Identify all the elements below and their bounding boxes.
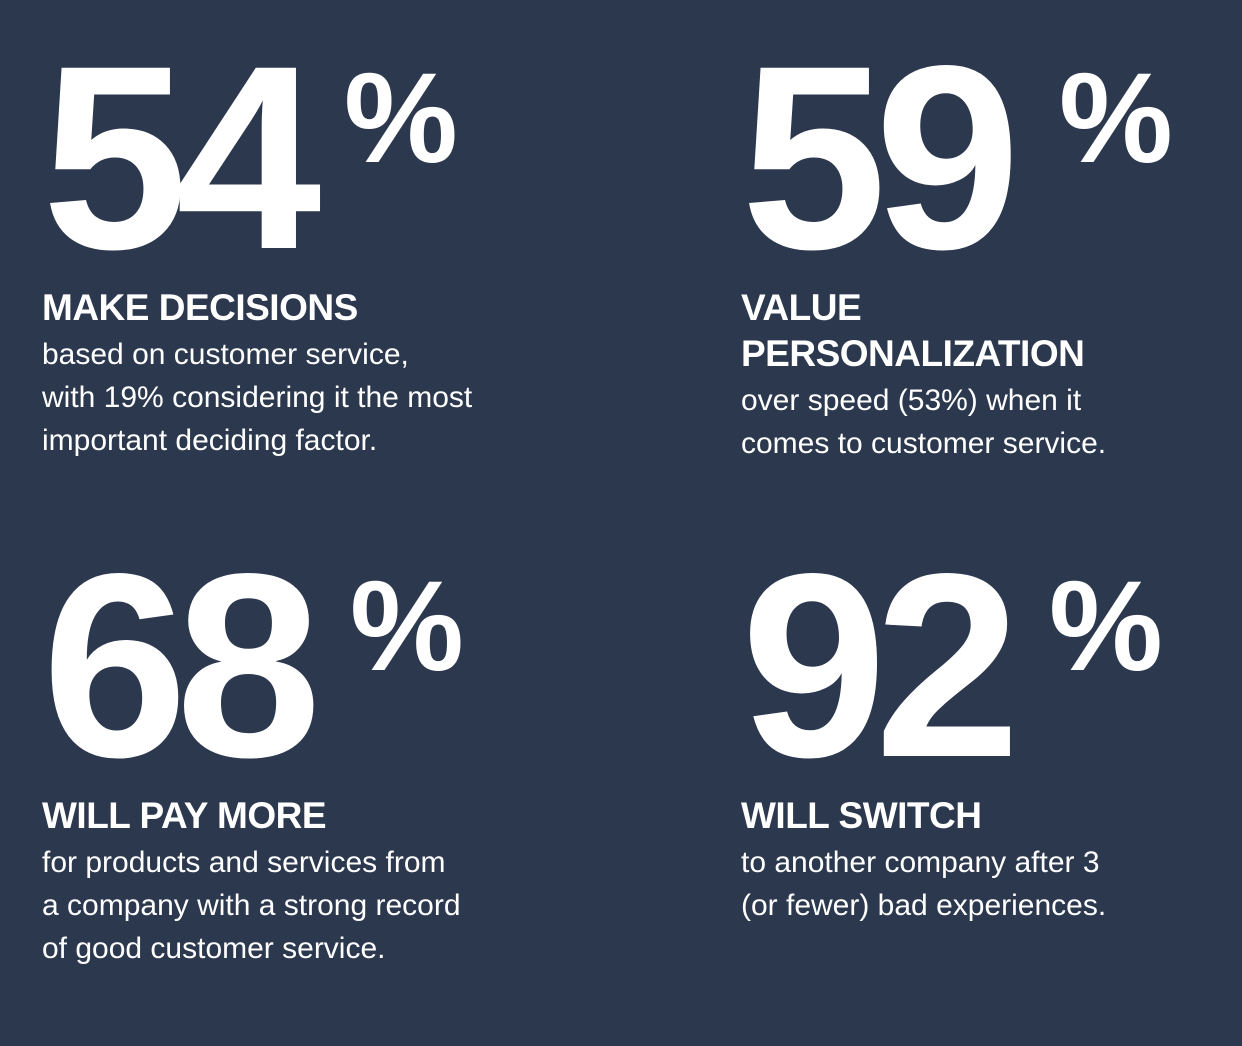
stat-block-value-personalization: 59 % VALUE PERSONALIZATION over speed (5…	[741, 27, 1242, 465]
stat-headline: VALUE PERSONALIZATION	[741, 285, 1242, 377]
stat-block-make-decisions: 54 % MAKE DECISIONS based on customer se…	[42, 27, 562, 462]
stat-number: 92	[741, 519, 1020, 812]
description-line: for products and services from	[42, 846, 446, 879]
description-line: to another company after 3	[741, 846, 1100, 879]
percent-sign: %	[350, 555, 464, 698]
description-line: a company with a strong record	[42, 889, 461, 922]
stat-headline: WILL PAY MORE	[42, 793, 562, 839]
percent-sign: %	[344, 47, 458, 190]
headline-line: PERSONALIZATION	[741, 333, 1085, 374]
description-line: with 19% considering it the most	[42, 381, 473, 414]
description-line: comes to customer service.	[741, 427, 1107, 460]
headline-line: WILL PAY MORE	[42, 795, 327, 836]
stat-number: 54	[42, 11, 321, 304]
stat-number: 68	[42, 519, 321, 812]
percent-sign: %	[1049, 555, 1163, 698]
stat-figure: 68 %	[42, 535, 562, 797]
stat-figure: 54 %	[42, 27, 562, 289]
stat-headline: MAKE DECISIONS	[42, 285, 562, 331]
description-line: (or fewer) bad experiences.	[741, 889, 1107, 922]
description-line: important deciding factor.	[42, 424, 378, 457]
stat-block-will-switch: 92 % WILL SWITCH to another company afte…	[741, 535, 1242, 927]
description-line: over speed (53%) when it	[741, 384, 1082, 417]
headline-line: MAKE DECISIONS	[42, 287, 358, 328]
stat-description: based on customer service, with 19% cons…	[42, 333, 562, 462]
stat-number: 59	[741, 11, 1020, 304]
description-line: of good customer service.	[42, 932, 386, 965]
stat-description: for products and services from a company…	[42, 841, 562, 970]
stat-description: over speed (53%) when it comes to custom…	[741, 379, 1242, 465]
stat-block-will-pay-more: 68 % WILL PAY MORE for products and serv…	[42, 535, 562, 970]
stat-figure: 59 %	[741, 27, 1242, 289]
headline-line: VALUE	[741, 287, 862, 328]
percent-sign: %	[1059, 47, 1173, 190]
description-line: based on customer service,	[42, 338, 409, 371]
stat-headline: WILL SWITCH	[741, 793, 1242, 839]
stat-description: to another company after 3 (or fewer) ba…	[741, 841, 1242, 927]
headline-line: WILL SWITCH	[741, 795, 982, 836]
stat-figure: 92 %	[741, 535, 1242, 797]
